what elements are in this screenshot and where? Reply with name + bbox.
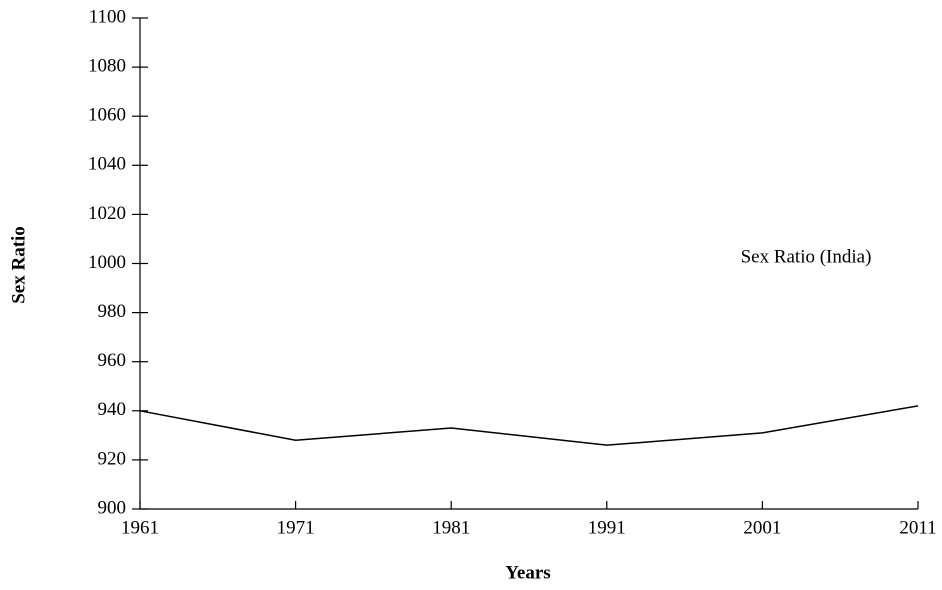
y-tick-label: 980 <box>98 301 127 322</box>
x-tick-label: 1961 <box>121 517 159 538</box>
x-axis-title: Years <box>505 562 550 583</box>
y-tick-label: 920 <box>98 448 127 469</box>
y-tick-label: 1060 <box>88 105 126 126</box>
y-tick-label: 1040 <box>88 154 126 175</box>
y-tick-label: 1100 <box>89 6 126 27</box>
y-tick-label: 960 <box>98 350 127 371</box>
y-tick-label: 900 <box>98 497 127 518</box>
y-tick-label: 1080 <box>88 55 126 76</box>
line <box>139 405 919 446</box>
x-tick-label: 1971 <box>277 517 315 538</box>
annotation: Sex Ratio (India) <box>741 246 872 267</box>
x-tick-label: 2001 <box>743 517 781 538</box>
x-tick-label: 1981 <box>432 517 470 538</box>
x-tick-label: 1991 <box>588 517 626 538</box>
y-tick-label: 1020 <box>88 203 126 224</box>
y-tick-label: 940 <box>98 399 127 420</box>
y-tick-label: 1000 <box>88 252 126 273</box>
x-tick-label: 2011 <box>899 517 936 538</box>
y-axis-title: Sex Ratio <box>8 226 29 304</box>
